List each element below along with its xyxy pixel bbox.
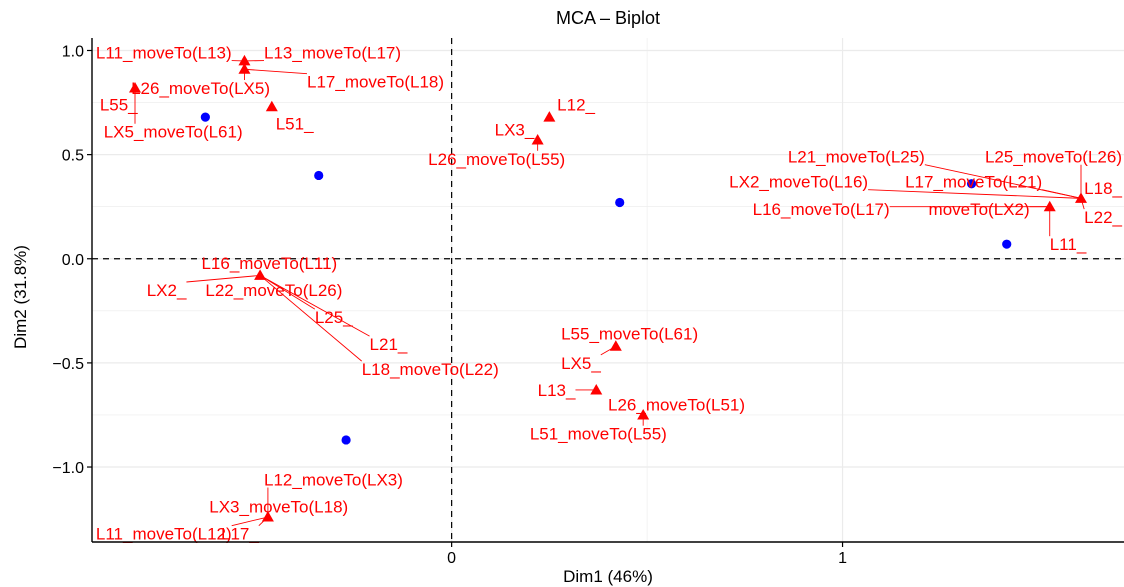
- category-point: [543, 111, 556, 122]
- axes: −1.0 −0.5 0.0 0.5 1.0 0 1: [52, 38, 1124, 567]
- individual-point: [200, 112, 210, 122]
- chart-title: MCA – Biplot: [556, 8, 660, 28]
- individual-point: [341, 435, 351, 445]
- individual-point: [615, 197, 625, 208]
- category-label: LX2_moveTo(L16): [729, 173, 868, 192]
- label-connector: [186, 274, 261, 283]
- category-point: [265, 100, 278, 112]
- category-label: L17_moveTo(L18): [307, 73, 444, 92]
- label-connector: [1042, 189, 1082, 199]
- category-label: L22_moveTo(L26): [205, 281, 342, 300]
- category-point: [531, 134, 544, 145]
- y-tick-label: 0.5: [62, 148, 84, 165]
- category-label: L25_moveTo(L26): [985, 148, 1122, 167]
- individual-point: [1002, 239, 1012, 249]
- category-label: L21_: [370, 335, 408, 354]
- category-label: L26_moveTo(L51): [608, 396, 745, 415]
- category-point: [1075, 192, 1087, 203]
- category-point: [637, 408, 650, 420]
- category-label: LX5_moveTo(L61): [104, 123, 243, 142]
- y-tick-label: −0.5: [52, 356, 84, 373]
- y-axis-label: Dim2 (31.8%): [11, 245, 30, 349]
- category-label: L16_moveTo(L11): [201, 254, 337, 273]
- y-tick-label: −1.0: [52, 460, 84, 477]
- individual-point: [314, 170, 324, 181]
- x-axis-label: Dim1 (46%): [563, 567, 653, 586]
- category-point: [261, 511, 274, 522]
- category-point: [609, 340, 622, 351]
- category-label: L12_: [557, 96, 595, 115]
- category-label: L55_: [100, 96, 138, 115]
- category-label: L26_moveTo(L55): [428, 150, 565, 169]
- category-label: L51_: [276, 114, 314, 133]
- category-label: L16_moveTo(L17): [753, 200, 890, 219]
- category-label: L26_moveTo(LX5): [131, 79, 270, 98]
- category-label: L22_: [1084, 208, 1122, 227]
- category-label: L17_moveTo(L21): [905, 173, 1042, 192]
- category-label: moveTo(LX2): [929, 200, 1030, 219]
- category-label: L11_: [1050, 235, 1087, 254]
- individual-point: [966, 179, 977, 189]
- category-point: [238, 54, 251, 66]
- category-label: L11_moveTo(L12): [96, 525, 232, 544]
- category-point: [590, 383, 603, 395]
- reference-lines: [92, 38, 1124, 542]
- category-label: L13_: [538, 381, 576, 400]
- category-label: L55_moveTo(L61): [561, 325, 698, 344]
- label-connector: [244, 68, 308, 75]
- points: [129, 54, 1087, 522]
- category-label: LX3_: [495, 121, 535, 140]
- y-tick-label: 0.0: [62, 252, 84, 269]
- category-label: L13_moveTo(L17): [264, 44, 401, 63]
- category-label: L51_moveTo(L55): [530, 425, 667, 444]
- x-tick-label: 0: [447, 550, 456, 567]
- category-label: LX3_moveTo(L18): [209, 498, 348, 517]
- category-label: L21_moveTo(L25): [788, 148, 925, 167]
- category-label: L12_moveTo(LX3): [264, 471, 403, 490]
- label-connector: [259, 275, 316, 310]
- category-point: [129, 81, 141, 93]
- category-label: L18_moveTo(L22): [362, 360, 499, 379]
- category-label: LX5_: [561, 354, 601, 373]
- label-connector: [231, 516, 269, 527]
- x-tick-label: 1: [838, 550, 847, 567]
- category-label: L17_: [221, 525, 259, 544]
- grid: [92, 38, 1124, 542]
- category-label: LX2_: [147, 281, 187, 300]
- category-label: L18_: [1084, 179, 1122, 198]
- category-point: [238, 63, 251, 74]
- category-label: L11_moveTo(L13): [96, 44, 232, 63]
- category-labels: L11_moveTo(L13) L13_moveTo(L17)L17_moveTo…: [96, 44, 1123, 544]
- y-tick-label: 1.0: [62, 43, 84, 60]
- label-connector: [868, 189, 1082, 199]
- category-point: [1043, 200, 1056, 212]
- label-connector: [259, 275, 363, 362]
- category-point: [254, 269, 267, 280]
- category-label: L25_: [315, 308, 353, 327]
- label-connector: [259, 275, 370, 337]
